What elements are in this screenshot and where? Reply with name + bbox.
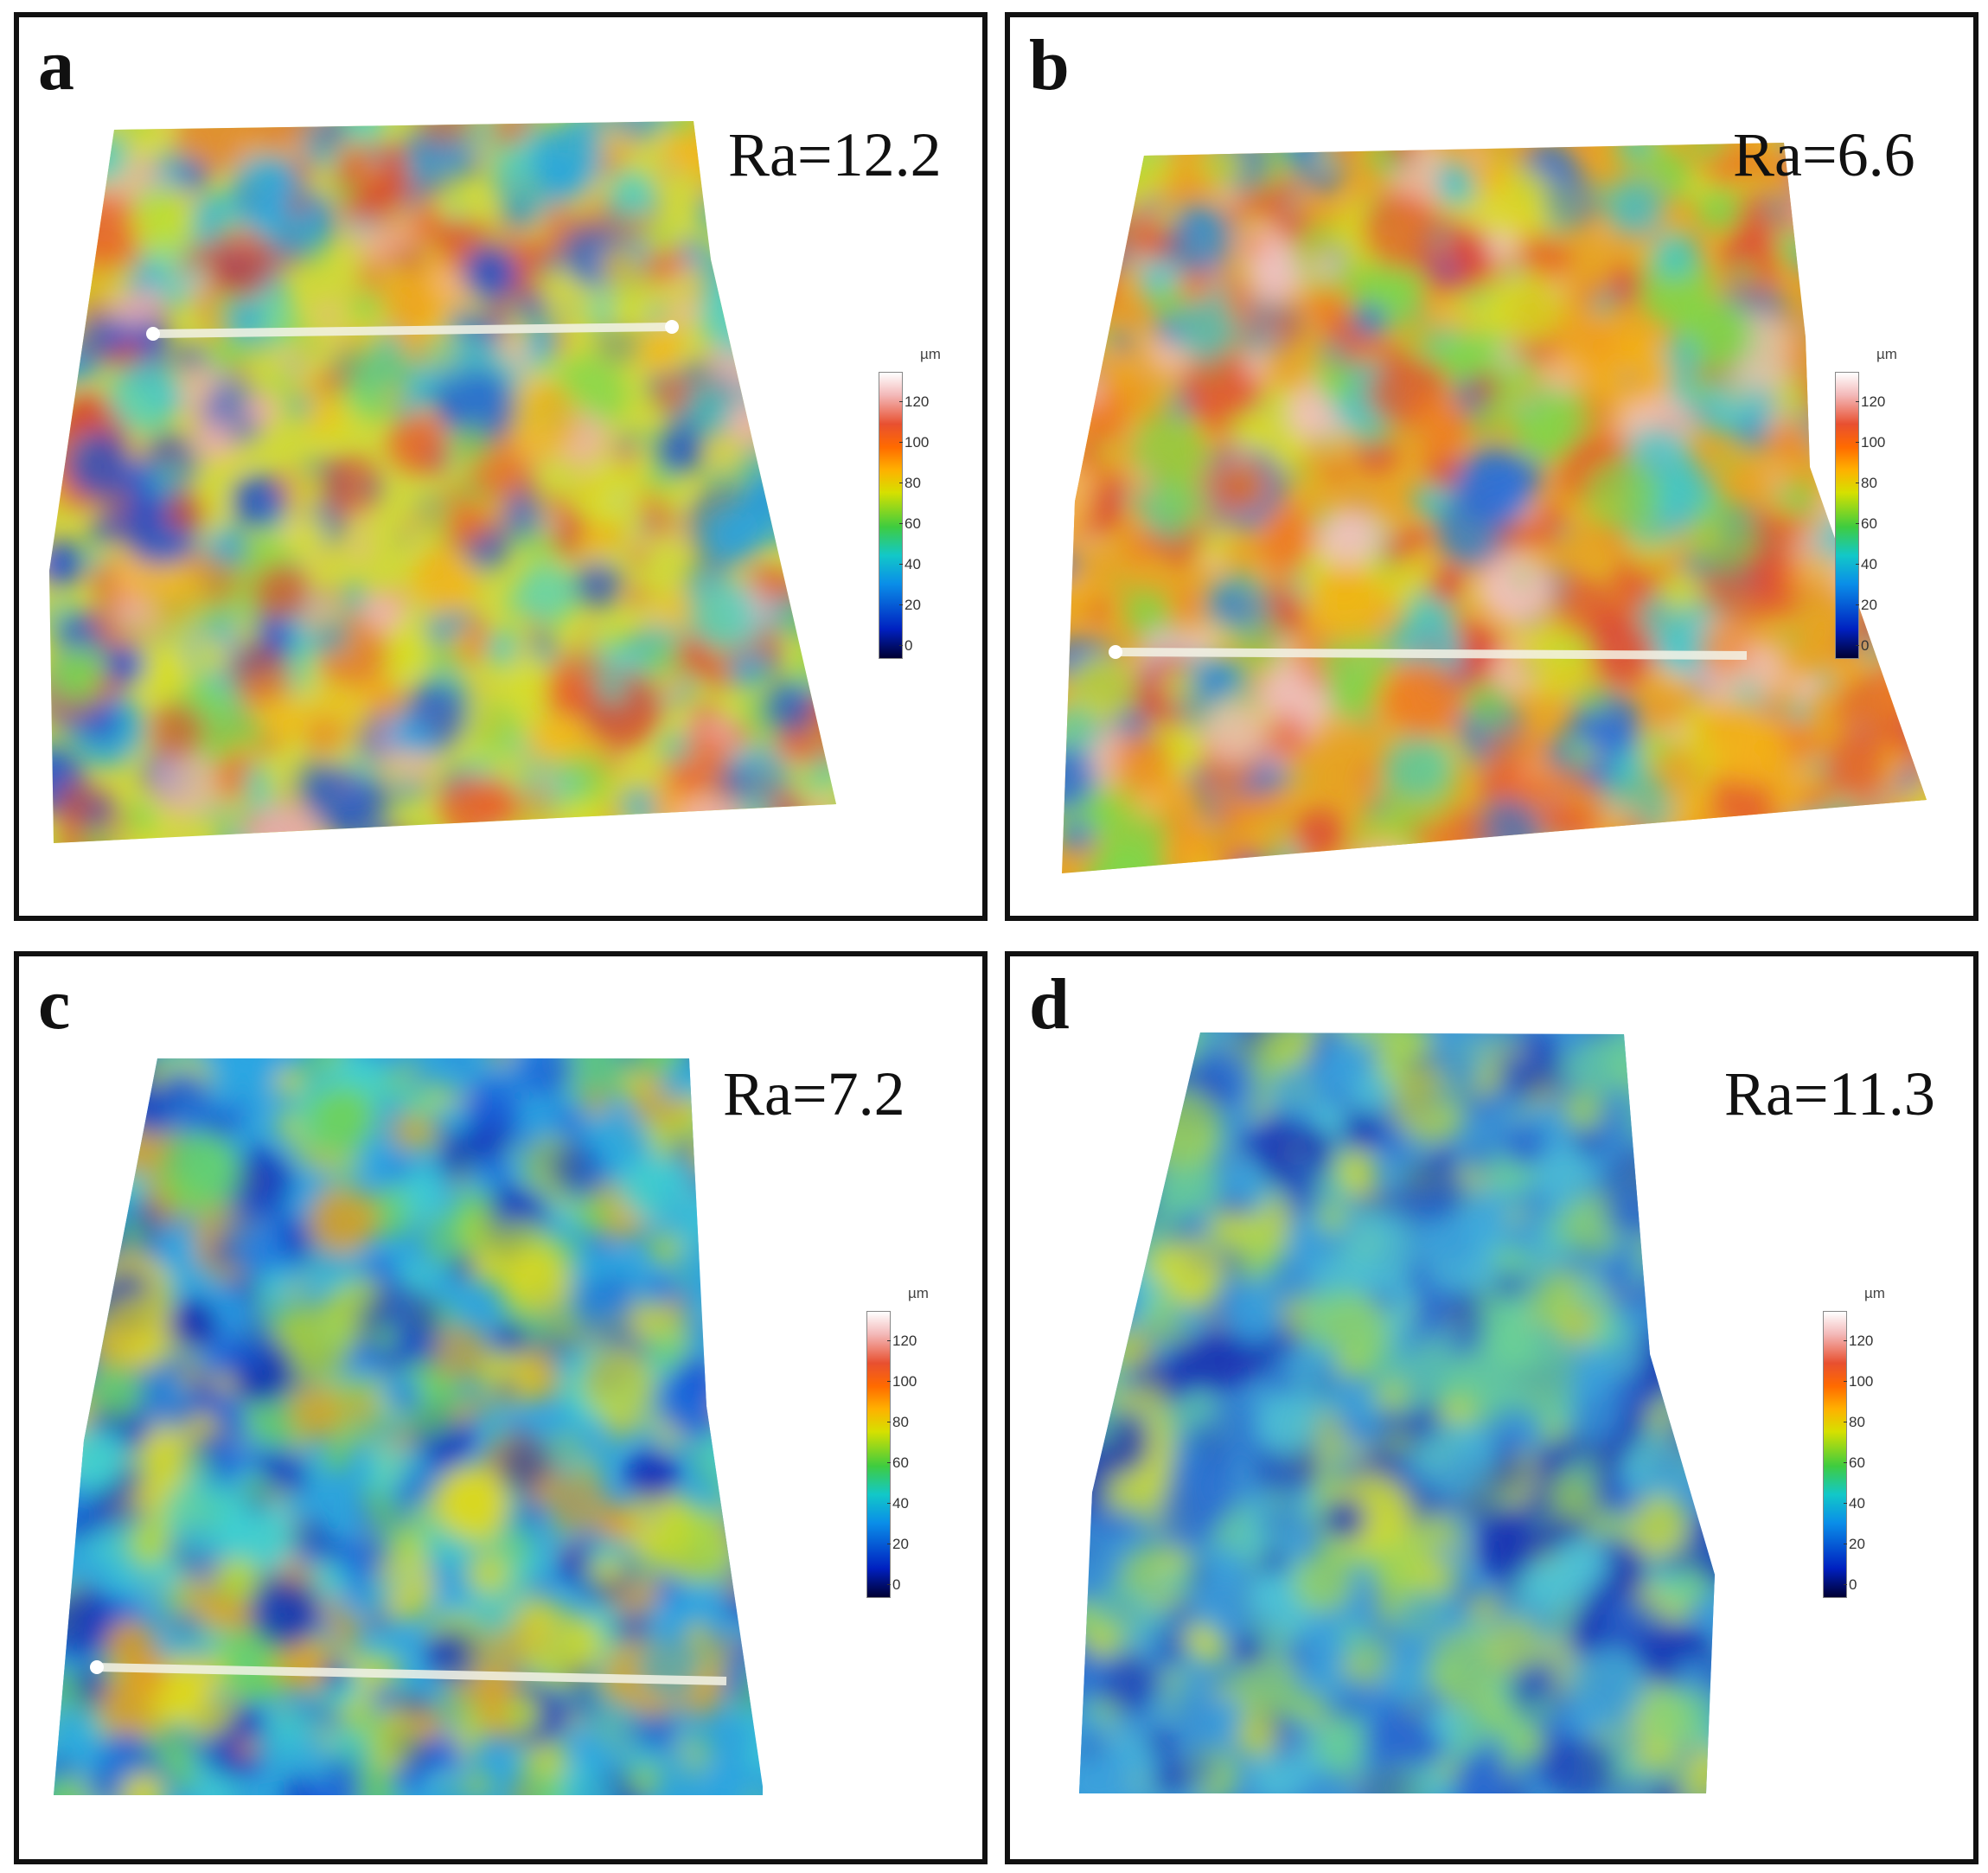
panel-letter-b: b [1029,25,1070,105]
panel-a: a Ra=12.2 µm 120 100 80 60 40 20 0 [14,12,988,921]
scale-gradient-b [1835,372,1859,659]
scale-tick-60-a: 60 [899,515,921,532]
color-scale-d: µm 120 100 80 60 40 20 0 [1811,1285,1949,1614]
ra-label-a: Ra=12.2 [728,120,942,189]
ra-label-c: Ra=7.2 [723,1059,905,1128]
scale-tick-0-b: 0 [1855,637,1870,654]
scale-tick-40-a: 40 [899,556,921,572]
scale-unit-a: µm [920,346,941,362]
color-scale-c: µm 120 100 80 60 40 20 0 [854,1285,982,1614]
surface-map-c [54,1058,763,1795]
scale-tick-100-b: 100 [1855,434,1886,451]
scale-unit-d: µm [1864,1285,1885,1301]
scale-tick-80-d: 80 [1844,1414,1865,1430]
scale-gradient-d [1823,1311,1847,1598]
ra-label-d: Ra=11.3 [1724,1059,1935,1128]
scale-tick-40-c: 40 [887,1495,909,1512]
color-scale-b: µm 120 100 80 60 40 20 0 [1823,346,1961,674]
panel-b: b Ra=6.6 µm 120 100 80 60 40 20 0 [1005,12,1978,921]
scale-tick-20-c: 20 [887,1536,909,1552]
scale-tick-100-d: 100 [1843,1373,1874,1390]
scale-gradient-c [866,1311,891,1598]
scale-tick-40-d: 40 [1844,1495,1865,1512]
scale-tick-20-b: 20 [1856,597,1877,613]
scale-tick-120-c: 120 [886,1333,917,1349]
scale-tick-80-a: 80 [899,475,921,491]
surface-map-a [49,121,836,843]
panel-letter-c: c [38,964,71,1045]
scale-tick-100-a: 100 [898,434,930,451]
profile-line-a [152,323,673,338]
scale-gradient-a [879,372,903,659]
scale-unit-c: µm [908,1285,929,1301]
color-scale-a: µm 120 100 80 60 40 20 0 [866,346,982,674]
panel-letter-a: a [38,25,74,105]
scale-tick-20-d: 20 [1844,1536,1865,1552]
profile-line-c [96,1663,727,1685]
scale-tick-0-c: 0 [886,1576,901,1593]
scale-tick-60-b: 60 [1856,515,1877,532]
scale-tick-100-c: 100 [886,1373,917,1390]
surface-texture-d [1079,1032,1715,1793]
panel-letter-d: d [1029,964,1070,1045]
ra-label-b: Ra=6.6 [1733,120,1915,189]
scale-tick-60-d: 60 [1844,1454,1865,1471]
scale-tick-0-a: 0 [898,637,913,654]
scale-tick-80-c: 80 [887,1414,909,1430]
scale-unit-b: µm [1876,346,1897,362]
surface-map-d [1079,1032,1715,1793]
scale-tick-40-b: 40 [1856,556,1877,572]
scale-tick-120-a: 120 [898,393,930,410]
scale-tick-120-d: 120 [1843,1333,1874,1349]
surface-map-b [1062,143,1927,873]
panel-d: d Ra=11.3 µm 120 100 80 60 40 20 0 [1005,951,1978,1864]
scale-tick-20-a: 20 [899,597,921,613]
scale-tick-80-b: 80 [1856,475,1877,491]
scale-tick-60-c: 60 [887,1454,909,1471]
panel-c: c Ra=7.2 µm 120 100 80 60 40 20 0 [14,951,988,1864]
profile-line-b [1115,648,1748,660]
scale-tick-120-b: 120 [1855,393,1886,410]
scale-tick-0-d: 0 [1843,1576,1857,1593]
